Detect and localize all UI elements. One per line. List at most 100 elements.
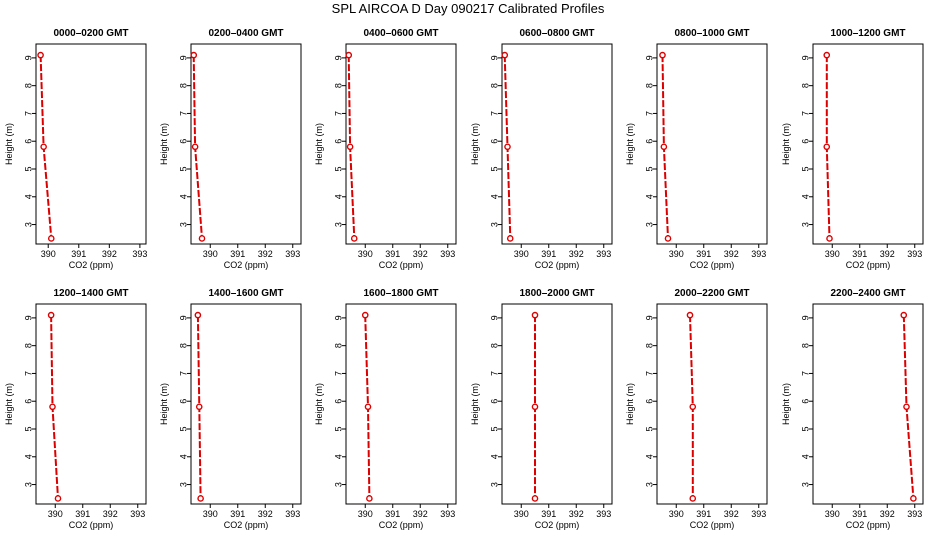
- y-tick-label: 6: [23, 399, 33, 404]
- x-tick-label: 393: [440, 249, 455, 259]
- profile-panel: 2200–2400 GMT 390 391 392 393 3 4 5 6 7 8 9 CO2 (ppm…: [781, 288, 924, 530]
- profile-panel: 1400–1600 GMT 390 391 392 393 3 4 5 6 7 8 9 CO2 (ppm…: [159, 288, 302, 530]
- y-tick-label: 3: [800, 482, 810, 487]
- y-tick-label: 5: [800, 426, 810, 431]
- x-tick-label: 392: [724, 509, 739, 519]
- y-tick-label: 9: [800, 315, 810, 320]
- data-point: [659, 51, 666, 59]
- x-tick-label: 393: [907, 249, 922, 259]
- x-tick-label: 393: [907, 509, 922, 519]
- x-axis-label: CO2 (ppm): [69, 520, 114, 530]
- y-tick-label: 3: [489, 222, 499, 227]
- x-tick-label: 390: [358, 509, 373, 519]
- x-axis-label: CO2 (ppm): [224, 520, 269, 530]
- profile-panel: 0000–0200 GMT 390 391 392 393 3 4 5 6 7 8 9 CO2 (ppm…: [4, 28, 147, 270]
- x-tick-label: 392: [880, 509, 895, 519]
- x-tick-label: 393: [132, 249, 147, 259]
- panel-title: 0600–0800 GMT: [519, 28, 594, 39]
- y-tick-label: 8: [333, 343, 343, 348]
- data-point: [531, 311, 539, 319]
- x-tick-label: 391: [385, 249, 400, 259]
- y-tick-label: 3: [333, 222, 343, 227]
- y-tick-label: 8: [489, 343, 499, 348]
- x-tick-label: 390: [669, 249, 684, 259]
- panel-title: 2200–2400 GMT: [830, 288, 905, 299]
- x-tick-label: 390: [41, 249, 56, 259]
- x-tick-label: 392: [258, 509, 273, 519]
- data-point: [346, 143, 354, 151]
- y-tick-label: 6: [800, 139, 810, 144]
- x-axis-label: CO2 (ppm): [535, 260, 580, 270]
- x-tick-label: 391: [696, 249, 711, 259]
- x-tick-label: 393: [130, 509, 145, 519]
- x-tick-label: 392: [880, 249, 895, 259]
- data-point: [531, 495, 539, 502]
- x-axis-label: CO2 (ppm): [69, 260, 114, 270]
- panel-title: 0200–0400 GMT: [208, 28, 283, 39]
- panel-title: 1800–2000 GMT: [519, 288, 594, 299]
- y-tick-label: 4: [23, 454, 33, 459]
- plot-frame: [190, 303, 302, 505]
- profile-panel: 1800–2000 GMT 390 391 392 393 3 4 5 6 7 8 9 CO2 (ppm…: [470, 288, 613, 530]
- x-tick-label: 392: [569, 249, 584, 259]
- x-axis-label: CO2 (ppm): [690, 260, 735, 270]
- x-axis-label: CO2 (ppm): [379, 260, 424, 270]
- data-point: [689, 403, 697, 411]
- y-tick-label: 5: [23, 166, 33, 171]
- x-axis-label: CO2 (ppm): [379, 520, 424, 530]
- x-tick-label: 391: [541, 509, 556, 519]
- panel-title: 0000–0200 GMT: [53, 28, 128, 39]
- y-axis-label: Height (m): [781, 383, 791, 425]
- x-tick-label: 392: [569, 509, 584, 519]
- panel-title: 0800–1000 GMT: [674, 28, 749, 39]
- y-tick-label: 9: [23, 55, 33, 60]
- data-point: [40, 143, 47, 151]
- y-tick-label: 7: [489, 111, 499, 116]
- y-tick-label: 5: [178, 426, 188, 431]
- data-point: [364, 403, 372, 411]
- data-point: [689, 495, 697, 502]
- y-tick-label: 3: [333, 482, 343, 487]
- y-tick-label: 9: [489, 55, 499, 60]
- y-axis-label: Height (m): [470, 383, 480, 425]
- y-tick-label: 7: [800, 111, 810, 116]
- x-tick-label: 390: [203, 509, 218, 519]
- y-tick-label: 7: [644, 371, 654, 376]
- x-axis-label: CO2 (ppm): [224, 260, 269, 270]
- data-point: [504, 143, 511, 151]
- y-tick-label: 9: [644, 315, 654, 320]
- profile-panel: 0600–0800 GMT 390 391 392 393 3 4 5 6 7 8 9 CO2 (ppm…: [470, 28, 613, 270]
- profile-panel: 0400–0600 GMT 390 391 392 393 3 4 5 6 7 8 9 CO2 (ppm…: [314, 28, 457, 270]
- panel-title: 1600–1800 GMT: [363, 288, 438, 299]
- y-tick-label: 7: [489, 371, 499, 376]
- panel-title: 1400–1600 GMT: [208, 288, 283, 299]
- y-tick-label: 9: [23, 315, 33, 320]
- x-axis-label: CO2 (ppm): [846, 520, 891, 530]
- data-point: [366, 495, 373, 502]
- data-point: [194, 311, 202, 319]
- y-tick-label: 3: [644, 482, 654, 487]
- figure-title: SPL AIRCOA D Day 090217 Calibrated Profi…: [332, 1, 605, 16]
- data-point: [910, 495, 917, 502]
- y-tick-label: 5: [644, 426, 654, 431]
- y-axis-label: Height (m): [314, 123, 324, 165]
- y-tick-label: 8: [178, 83, 188, 88]
- y-tick-label: 8: [178, 343, 188, 348]
- data-point: [345, 51, 353, 59]
- y-tick-label: 3: [23, 482, 33, 487]
- y-tick-label: 4: [644, 194, 654, 199]
- x-tick-label: 393: [751, 249, 766, 259]
- plot-frame: [501, 43, 613, 245]
- y-tick-label: 5: [489, 426, 499, 431]
- y-tick-label: 8: [800, 83, 810, 88]
- x-tick-label: 391: [541, 249, 556, 259]
- y-tick-label: 6: [489, 139, 499, 144]
- y-tick-label: 8: [800, 343, 810, 348]
- plot-frame: [656, 303, 768, 505]
- y-tick-label: 9: [178, 315, 188, 320]
- panel-title: 2000–2200 GMT: [674, 288, 749, 299]
- profile-panel: 1600–1800 GMT 390 391 392 393 3 4 5 6 7 8 9 CO2 (ppm…: [314, 288, 457, 530]
- data-point: [191, 143, 199, 151]
- x-tick-label: 391: [230, 509, 245, 519]
